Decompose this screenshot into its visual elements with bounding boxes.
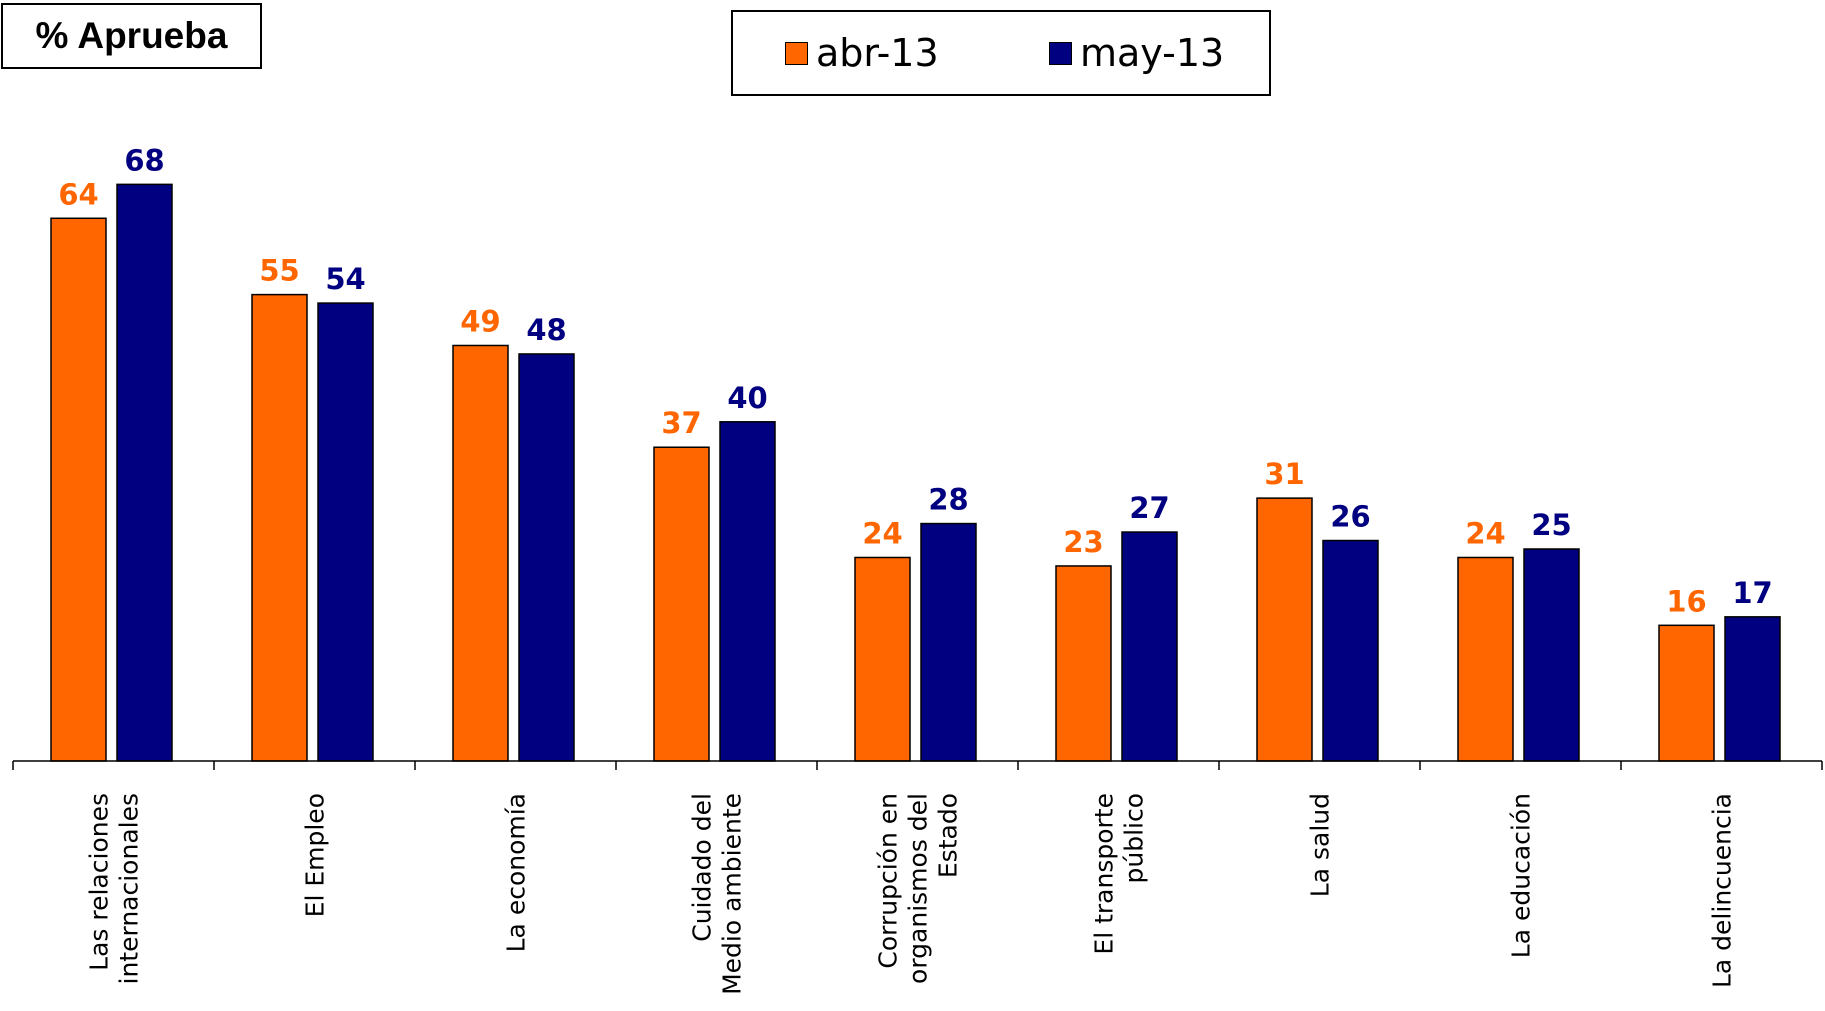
- legend-label-abr-13: abr-13: [816, 31, 939, 75]
- category-label-line: Cuidado del: [688, 793, 717, 942]
- category-label-line: El transporte: [1090, 793, 1119, 955]
- legend: abr-13 may-13: [731, 10, 1271, 96]
- category-label-line: La delincuencia: [1708, 793, 1737, 988]
- category-label-line: Estado: [934, 793, 963, 878]
- data-label-abr-13-la-delincuencia: 16: [1666, 584, 1706, 618]
- category-label-line: Corrupción en: [874, 793, 903, 969]
- legend-item-may-13: may-13: [1049, 12, 1224, 94]
- category-label-line: Medio ambiente: [718, 793, 747, 995]
- data-label-abr-13-la-economia: 49: [460, 304, 500, 338]
- data-label-may-13-la-economia: 48: [526, 313, 566, 347]
- data-label-abr-13-la-educacion: 24: [1465, 516, 1505, 550]
- legend-label-may-13: may-13: [1080, 31, 1225, 75]
- category-labels-layer: Las relacionesinternacionales El Empleo La…: [85, 793, 1737, 995]
- data-label-may-13-corrupcion-en-organismos-del-estado: 28: [928, 483, 968, 517]
- bar-abr-13-la-salud: [1256, 497, 1313, 762]
- bar-may-13-la-salud: [1322, 539, 1379, 762]
- bar-may-13-corrupcion-en-organismos-del-estado: [920, 522, 977, 762]
- legend-swatch-abr-13: [785, 41, 808, 65]
- data-label-may-13-las-relaciones-internacionales: 68: [124, 143, 164, 177]
- bar-may-13-las-relaciones-internacionales: [116, 183, 173, 762]
- category-label-la-educacion: La educación: [1507, 793, 1536, 958]
- data-label-abr-13-cuidado-del-medio-ambiente: 37: [661, 406, 701, 440]
- bar-may-13-cuidado-del-medio-ambiente: [719, 421, 776, 762]
- category-label-line: internacionales: [115, 793, 144, 984]
- bar-abr-13-las-relaciones-internacionales: [50, 217, 107, 762]
- category-label-line: La economía: [502, 793, 531, 952]
- category-label-el-empleo: El Empleo: [301, 793, 330, 917]
- data-label-may-13-el-empleo: 54: [325, 262, 365, 296]
- data-label-abr-13-el-empleo: 55: [259, 254, 299, 288]
- category-label-line: Las relaciones: [85, 793, 114, 971]
- bar-abr-13-la-economia: [452, 344, 509, 762]
- legend-item-abr-13: abr-13: [785, 12, 939, 94]
- category-label-line: público: [1120, 793, 1149, 884]
- category-label-cuidado-del-medio-ambiente: Cuidado delMedio ambiente: [688, 793, 747, 995]
- data-label-abr-13-la-salud: 31: [1264, 457, 1304, 491]
- data-label-may-13-cuidado-del-medio-ambiente: 40: [727, 381, 767, 415]
- chart-title: % Aprueba: [1, 3, 262, 69]
- category-label-line: El Empleo: [301, 793, 330, 917]
- data-label-may-13-la-salud: 26: [1330, 500, 1370, 534]
- legend-swatch-may-13: [1049, 41, 1072, 65]
- category-label-corrupcion-en-organismos-del-estado: Corrupción enorganismos delEstado: [874, 793, 963, 984]
- data-label-may-13-la-delincuencia: 17: [1732, 576, 1772, 610]
- category-label-la-economia: La economía: [502, 793, 531, 952]
- category-label-la-delincuencia: La delincuencia: [1708, 793, 1737, 988]
- data-label-may-13-la-educacion: 25: [1531, 508, 1571, 542]
- bar-abr-13-la-educacion: [1457, 556, 1514, 762]
- bar-may-13-el-empleo: [317, 302, 374, 762]
- category-label-la-salud: La salud: [1306, 793, 1335, 897]
- data-label-abr-13-el-transporte-publico: 23: [1063, 525, 1103, 559]
- bars-layer: [50, 183, 1781, 762]
- data-label-abr-13-las-relaciones-internacionales: 64: [58, 177, 98, 211]
- data-label-may-13-el-transporte-publico: 27: [1129, 491, 1169, 525]
- category-label-line: La salud: [1306, 793, 1335, 897]
- bar-abr-13-la-delincuencia: [1658, 624, 1715, 762]
- bar-abr-13-el-transporte-publico: [1055, 565, 1112, 762]
- bar-may-13-el-transporte-publico: [1121, 531, 1178, 762]
- data-label-abr-13-corrupcion-en-organismos-del-estado: 24: [862, 516, 902, 550]
- bar-abr-13-corrupcion-en-organismos-del-estado: [854, 556, 911, 762]
- data-labels-layer: 64 68 55 54 49 48 37 40 24 28 23 27 31 26 24 25 16 17: [58, 143, 1772, 618]
- x-axis: [12, 760, 1823, 770]
- bar-may-13-la-educacion: [1523, 548, 1580, 762]
- bar-abr-13-el-empleo: [251, 293, 308, 762]
- category-label-el-transporte-publico: El transportepúblico: [1090, 793, 1149, 955]
- bar-may-13-la-delincuencia: [1724, 616, 1781, 762]
- category-label-line: La educación: [1507, 793, 1536, 958]
- category-label-las-relaciones-internacionales: Las relacionesinternacionales: [85, 793, 144, 984]
- category-label-line: organismos del: [904, 793, 933, 984]
- bar-abr-13-cuidado-del-medio-ambiente: [653, 446, 710, 762]
- bar-may-13-la-economia: [518, 353, 575, 762]
